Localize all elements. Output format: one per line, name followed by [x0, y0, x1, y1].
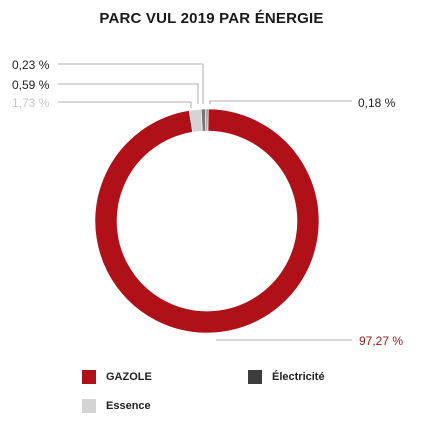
slice-value-2	[200, 108, 207, 132]
leader-line-3	[58, 101, 192, 108]
leader-line-2	[58, 83, 199, 104]
slice-value-1	[205, 108, 208, 132]
data-label-1: 0,23 %	[12, 58, 50, 72]
legend-label-essence: Essence	[106, 400, 151, 412]
legend-item-electricite: Électricité	[248, 370, 325, 384]
data-label-2: 0,59 %	[12, 78, 50, 92]
legend-item-gazole: GAZOLE	[82, 370, 152, 384]
chart-title: PARC VUL 2019 PAR ÉNERGIE	[99, 10, 324, 27]
legend-label-electricite: Électricité	[272, 371, 325, 383]
legend-swatch-gazole	[82, 370, 96, 384]
data-label-4: 0,18 %	[358, 96, 396, 110]
slice-gazole	[94, 108, 320, 334]
leader-line-4	[209, 100, 352, 104]
leader-line-1	[58, 63, 204, 104]
data-label-3: 1,73 %	[12, 96, 50, 110]
legend-swatch-electricite	[248, 370, 262, 384]
legend-item-essence: Essence	[82, 399, 151, 413]
legend-swatch-essence	[82, 399, 96, 413]
legend-label-gazole: GAZOLE	[106, 371, 152, 383]
data-label-0: 97,27 %	[359, 334, 403, 348]
